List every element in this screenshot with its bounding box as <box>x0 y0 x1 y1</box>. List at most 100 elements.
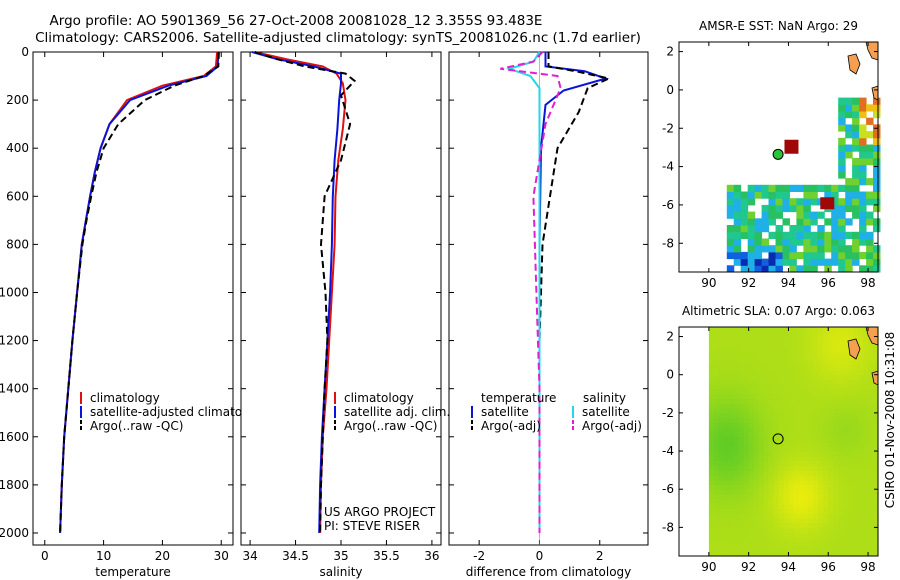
sla-cell <box>713 441 720 447</box>
sla-cell <box>853 451 859 457</box>
sst-cell <box>852 131 860 139</box>
sst-cell <box>873 131 881 139</box>
sst-cell <box>831 191 839 199</box>
sla-cell <box>783 484 790 490</box>
sla-cell <box>758 460 765 466</box>
sst-cell <box>838 158 846 166</box>
sla-cell <box>743 331 750 338</box>
sla-cell <box>813 479 819 486</box>
sla-cell <box>783 474 790 481</box>
sla-cell <box>873 408 879 414</box>
sla-cell <box>858 398 864 404</box>
sla-cell <box>733 498 740 505</box>
sla-cell <box>708 355 715 361</box>
sla-cell <box>803 470 809 476</box>
sla-cell <box>798 451 804 457</box>
sla-cell <box>753 393 760 400</box>
sla-cell <box>718 446 725 452</box>
sla-cell <box>788 532 795 538</box>
sla-cell <box>753 384 760 390</box>
sla-cell <box>803 393 809 400</box>
sla-cell <box>848 522 854 528</box>
sla-cell <box>783 470 790 476</box>
sst-cell <box>873 137 881 146</box>
sla-cell <box>838 474 844 481</box>
sla-cell <box>863 408 869 414</box>
sst-cell <box>768 191 776 199</box>
sla-cell <box>818 541 824 548</box>
sla-cell <box>728 427 735 433</box>
sst-cell <box>845 124 853 132</box>
y-tick-label: 0 <box>21 45 29 59</box>
sla-cell <box>723 470 730 476</box>
sla-cell <box>858 336 864 342</box>
sla-cell <box>813 355 819 361</box>
sla-cell <box>748 417 755 423</box>
sst-cell <box>768 265 776 273</box>
sla-cell <box>808 369 814 376</box>
sla-cell <box>813 412 819 419</box>
sla-cell <box>783 355 790 361</box>
sla-cell <box>768 398 775 404</box>
sla-cell <box>808 408 814 414</box>
sla-cell <box>818 470 824 476</box>
sla-cell <box>708 517 715 524</box>
sla-cell <box>733 331 740 338</box>
sla-cell <box>873 417 879 423</box>
sla-cell <box>868 541 874 548</box>
sla-cell <box>758 527 765 533</box>
sst-cell <box>810 251 818 260</box>
sla-cell <box>828 412 834 419</box>
sla-cell <box>738 331 745 338</box>
sla-cell <box>858 451 864 457</box>
sla-cell <box>783 527 790 533</box>
sla-cell <box>793 446 799 452</box>
sst-cell <box>803 184 811 193</box>
sla-cell <box>728 327 735 333</box>
sla-cell <box>808 484 814 490</box>
sla-cell <box>818 365 824 371</box>
sst-cell <box>831 198 839 206</box>
sla-cell <box>733 355 740 361</box>
sla-cell <box>768 484 775 490</box>
sla-cell <box>728 451 735 457</box>
sla-cell <box>733 532 740 538</box>
sst-cell <box>761 191 770 199</box>
sla-cell <box>838 331 844 338</box>
sla-cell <box>738 417 745 423</box>
sla-cell <box>788 489 795 495</box>
sla-cell <box>758 355 765 361</box>
sla-cell <box>743 532 750 538</box>
sla-cell <box>818 441 824 447</box>
sla-cell <box>748 393 755 400</box>
sst-cell <box>859 144 867 152</box>
sla-cell <box>733 479 740 486</box>
sla-cell <box>728 455 735 462</box>
sla-cell <box>708 494 715 500</box>
sla-cell <box>768 379 775 385</box>
sla-cell <box>843 350 849 357</box>
sla-cell <box>803 327 809 333</box>
sla-cell <box>713 417 720 423</box>
sla-cell <box>818 350 824 357</box>
sla-cell <box>808 532 814 538</box>
y-tick-label: 1200 <box>0 334 29 348</box>
sla-cell <box>733 503 740 509</box>
sla-cell <box>733 436 740 443</box>
sla-cell <box>788 484 795 490</box>
sla-cell <box>863 470 869 476</box>
sla-cell <box>828 393 834 400</box>
sla-cell <box>798 412 804 419</box>
sla-cell <box>793 465 799 471</box>
sla-cell <box>853 460 859 466</box>
sla-cell <box>803 389 809 395</box>
sla-cell <box>868 360 874 366</box>
sla-cell <box>823 341 829 347</box>
sla-cell <box>768 346 775 352</box>
sla-cell <box>758 384 765 390</box>
sla-cell <box>733 474 740 481</box>
sla-cell <box>838 551 844 557</box>
sla-cell <box>738 460 745 466</box>
sla-cell <box>748 341 755 347</box>
sla-cell <box>708 432 715 438</box>
